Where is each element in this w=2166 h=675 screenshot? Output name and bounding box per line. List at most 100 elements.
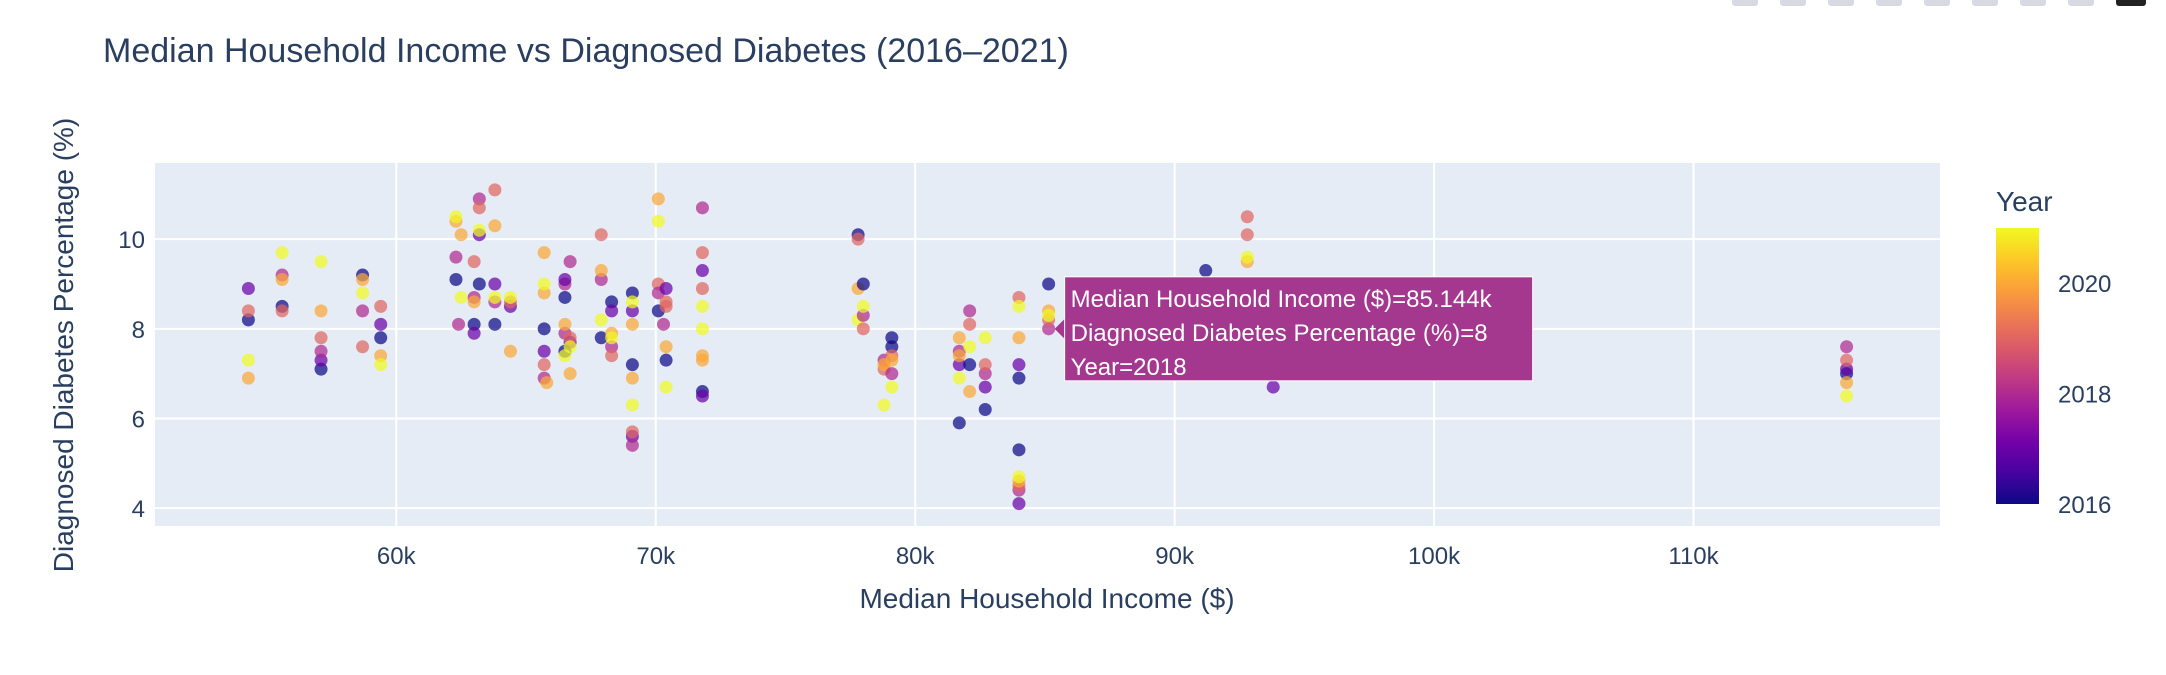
scatter-point[interactable] [695,389,709,403]
scatter-point[interactable] [978,402,992,416]
scatter-point[interactable] [1012,497,1026,511]
scatter-point[interactable] [594,331,608,345]
scatter-point[interactable] [657,317,671,331]
scatter-point[interactable] [314,255,328,269]
scatter-point[interactable] [356,273,370,287]
scatter-point[interactable] [625,286,639,300]
scatter-point[interactable] [605,331,619,345]
scatter-point[interactable] [963,317,977,331]
scatter-point[interactable] [952,371,966,385]
scatter-point[interactable] [856,322,870,336]
scatter-point[interactable] [605,349,619,363]
scatter-point[interactable] [659,340,673,354]
scatter-point[interactable] [275,246,289,260]
scatter-point[interactable] [851,232,865,246]
scatter-point[interactable] [488,290,502,304]
plotly-logo-icon[interactable] [2116,0,2146,6]
scatter-point[interactable] [472,277,486,291]
scatter-point[interactable] [625,425,639,439]
scatter-point[interactable] [625,398,639,412]
scatter-point[interactable] [856,277,870,291]
scatter-point[interactable] [659,353,673,367]
scatter-point[interactable] [963,304,977,318]
scatter-point[interactable] [558,273,572,287]
scatter-point[interactable] [467,317,481,331]
scatter-point[interactable] [1840,362,1854,376]
scatter-point[interactable] [356,286,370,300]
scatter-point[interactable] [978,367,992,381]
scatter-point[interactable] [314,331,328,345]
scatter-point[interactable] [978,331,992,345]
scatter-point[interactable] [488,183,502,197]
camera-icon[interactable] [1732,0,1758,6]
scatter-point[interactable] [472,192,486,206]
scatter-point[interactable] [374,331,388,345]
scatter-point[interactable] [563,331,577,345]
scatter-point[interactable] [563,340,577,354]
scatter-point[interactable] [1012,290,1026,304]
scatter-point[interactable] [594,228,608,242]
zoom-in-icon[interactable] [1924,0,1950,6]
scatter-point[interactable] [594,273,608,287]
scatter-point[interactable] [885,353,899,367]
scatter-point[interactable] [856,299,870,313]
scatter-points[interactable] [241,183,1854,511]
scatter-point[interactable] [1042,308,1056,322]
scatter-point[interactable] [651,214,665,228]
reset-axes-icon[interactable] [2068,0,2094,6]
scatter-point[interactable] [625,371,639,385]
scatter-point[interactable] [1042,322,1056,336]
scatter-point[interactable] [963,385,977,399]
scatter-point[interactable] [503,290,517,304]
pan-icon[interactable] [1828,0,1854,6]
plot-area[interactable] [155,163,1940,526]
scatter-point[interactable] [537,246,551,260]
scatter-point[interactable] [659,295,673,309]
scatter-point[interactable] [241,371,255,385]
scatter-point[interactable] [625,358,639,372]
scatter-point[interactable] [241,313,255,327]
scatter-point[interactable] [695,264,709,278]
scatter-point[interactable] [241,353,255,367]
scatter-point[interactable] [558,290,572,304]
scatter-point[interactable] [695,299,709,313]
scatter-point[interactable] [449,210,463,224]
scatter-point[interactable] [488,277,502,291]
scatter-point[interactable] [1266,380,1280,394]
zoom-icon[interactable] [1780,0,1806,6]
scatter-point[interactable] [314,353,328,367]
box-select-icon[interactable] [1876,0,1902,6]
scatter-point[interactable] [558,317,572,331]
scatter-point[interactable] [952,416,966,430]
scatter-point[interactable] [1012,470,1026,484]
scatter-point[interactable] [625,317,639,331]
scatter-point[interactable] [472,201,486,215]
scatter-point[interactable] [563,367,577,381]
scatter-point[interactable] [963,358,977,372]
autoscale-icon[interactable] [2020,0,2046,6]
scatter-point[interactable] [356,340,370,354]
scatter-point[interactable] [540,376,554,390]
scatter-point[interactable] [695,201,709,215]
scatter-point[interactable] [605,304,619,318]
scatter-point[interactable] [1840,340,1854,354]
scatter-point[interactable] [1012,331,1026,345]
scatter-point[interactable] [625,438,639,452]
scatter-point[interactable] [275,304,289,318]
scatter-point[interactable] [695,281,709,295]
scatter-point[interactable] [885,367,899,381]
scatter-point[interactable] [1840,376,1854,390]
scatter-point[interactable] [885,331,899,345]
scatter-point[interactable] [1240,210,1254,224]
scatter-point[interactable] [1012,299,1026,313]
scatter-point[interactable] [885,380,899,394]
scatter-point[interactable] [978,380,992,394]
scatter-point[interactable] [1240,250,1254,264]
scatter-point[interactable] [563,255,577,269]
scatter-point[interactable] [454,228,468,242]
scatter-point[interactable] [467,295,481,309]
scatter-point[interactable] [605,295,619,309]
scatter-point[interactable] [625,304,639,318]
scatter-point[interactable] [472,223,486,237]
scatter-point[interactable] [1012,443,1026,457]
